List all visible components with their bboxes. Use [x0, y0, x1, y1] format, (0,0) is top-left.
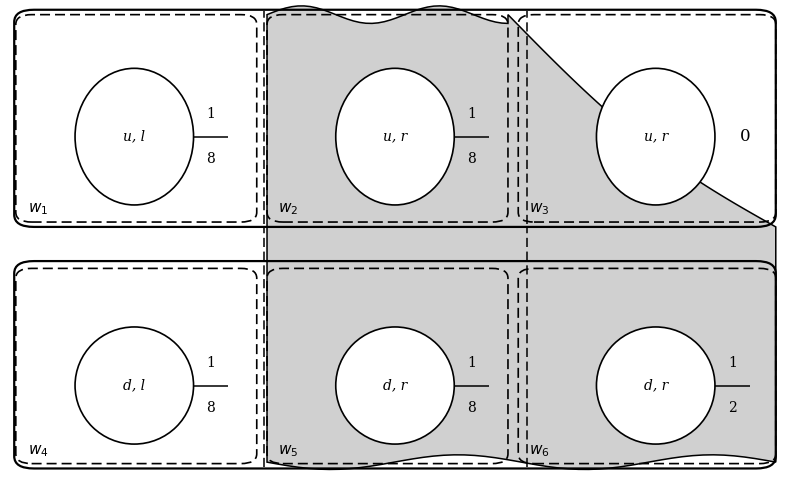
Text: $w_5$: $w_5$	[278, 443, 299, 459]
Ellipse shape	[336, 68, 454, 205]
Text: $w_3$: $w_3$	[529, 202, 550, 217]
Text: u, r: u, r	[383, 130, 407, 143]
Text: $w_6$: $w_6$	[529, 443, 550, 459]
Text: 1: 1	[467, 356, 476, 370]
Ellipse shape	[596, 327, 715, 444]
Polygon shape	[267, 6, 776, 469]
Ellipse shape	[596, 68, 715, 205]
Text: $w_4$: $w_4$	[28, 443, 48, 459]
Ellipse shape	[75, 327, 194, 444]
Text: $w_1$: $w_1$	[28, 202, 48, 217]
Text: d, r: d, r	[644, 379, 668, 392]
Text: 8: 8	[206, 401, 216, 415]
Text: 8: 8	[206, 152, 216, 166]
Ellipse shape	[75, 68, 194, 205]
Ellipse shape	[336, 327, 454, 444]
Text: 8: 8	[467, 401, 476, 415]
Text: d, l: d, l	[123, 379, 145, 392]
Text: 1: 1	[206, 356, 216, 370]
Text: 2: 2	[728, 401, 737, 415]
Text: $w_2$: $w_2$	[278, 202, 298, 217]
Text: u, r: u, r	[644, 130, 668, 143]
Text: u, l: u, l	[123, 130, 145, 143]
Text: 1: 1	[206, 107, 216, 121]
Text: 1: 1	[728, 356, 737, 370]
Text: d, r: d, r	[383, 379, 407, 392]
Text: 0: 0	[740, 128, 750, 145]
Text: 8: 8	[467, 152, 476, 166]
Text: 1: 1	[467, 107, 476, 121]
